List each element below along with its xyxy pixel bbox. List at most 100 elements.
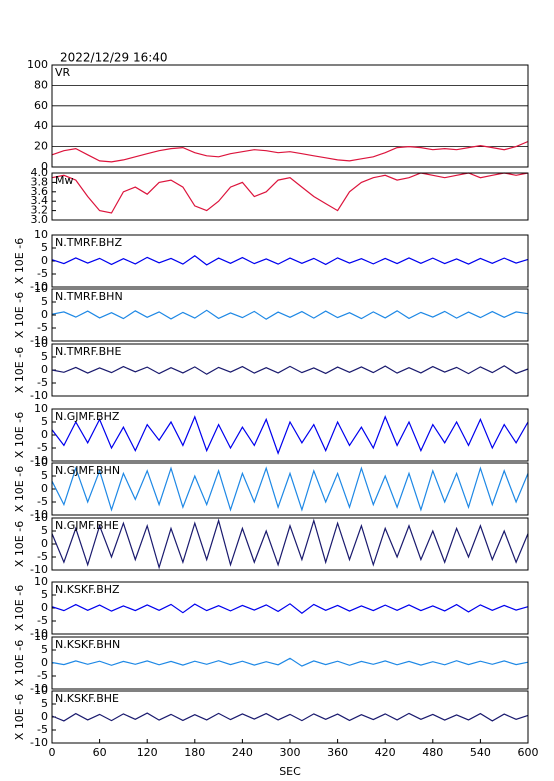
- y-tick-label: 5: [41, 524, 48, 537]
- y-tick-label: 0: [41, 710, 48, 723]
- trace: [51, 172, 529, 214]
- y-tick-label: -10: [30, 389, 48, 402]
- panel-frame: [51, 408, 529, 462]
- y-tick-label: 10: [34, 684, 48, 697]
- y-tick-label: 0: [41, 656, 48, 669]
- y-tick-label: 10: [34, 337, 48, 350]
- y-tick-label: 0: [41, 254, 48, 267]
- y-tick-label: -5: [37, 495, 48, 508]
- y-tick-label: 0: [41, 160, 48, 173]
- y-tick-label: -10: [30, 334, 48, 347]
- y-tick-label: 20: [34, 140, 48, 153]
- y-tick-label: 60: [34, 99, 48, 112]
- y-tick-label: -5: [37, 441, 48, 454]
- panel-label: N.GJMF.BHN: [55, 464, 120, 477]
- y-tick-label: -5: [37, 267, 48, 280]
- trace: [51, 365, 529, 375]
- y-tick-label: 5: [41, 415, 48, 428]
- y-tick-label: -5: [37, 723, 48, 736]
- y-tick-label: -10: [30, 508, 48, 521]
- y-tick-label: -5: [37, 321, 48, 334]
- y-tick-label: -10: [30, 682, 48, 695]
- y-tick-label: 100: [27, 58, 48, 71]
- y-tick-label: -5: [37, 550, 48, 563]
- y-axis-label: X 10E -6: [13, 412, 26, 458]
- y-tick-label: 0: [41, 537, 48, 550]
- y-axis-label: X 10E -6: [13, 694, 26, 740]
- y-tick-label: -10: [30, 280, 48, 293]
- trace: [51, 255, 529, 266]
- chart-title: 2022/12/29 16:40: [60, 51, 168, 65]
- y-axis-label: X 10E -6: [13, 238, 26, 284]
- x-tick-label: 300: [280, 746, 301, 759]
- panel-frame: [51, 462, 529, 516]
- panel-label: N.TMRF.BHZ: [55, 236, 122, 249]
- y-axis-label: X 10E -6: [13, 292, 26, 338]
- trace: [51, 466, 529, 512]
- y-tick-label: 0: [41, 482, 48, 495]
- y-tick-label: -10: [30, 454, 48, 467]
- y-tick-label: 5: [41, 241, 48, 254]
- x-tick-label: 120: [137, 746, 158, 759]
- x-tick-label: 180: [184, 746, 205, 759]
- y-tick-label: -10: [30, 563, 48, 576]
- panel-label: Mw: [55, 174, 74, 187]
- x-tick-label: 420: [375, 746, 396, 759]
- y-tick-label: -5: [37, 614, 48, 627]
- panel-label: N.TMRF.BHN: [55, 290, 123, 303]
- x-tick-label: 540: [470, 746, 491, 759]
- y-tick-label: 0: [41, 363, 48, 376]
- x-tick-label: 0: [49, 746, 56, 759]
- y-tick-label: 5: [41, 350, 48, 363]
- y-tick-label: 5: [41, 697, 48, 710]
- panel-frame: [51, 636, 529, 690]
- y-tick-label: -5: [37, 669, 48, 682]
- y-tick-label: 5: [41, 588, 48, 601]
- y-tick-label: 10: [34, 511, 48, 524]
- panel-label: N.KSKF.BHZ: [55, 583, 120, 596]
- x-axis-label: SEC: [279, 765, 301, 778]
- y-tick-label: 3.8: [31, 175, 49, 188]
- y-axis-label: X 10E -6: [13, 347, 26, 393]
- x-tick-label: 480: [422, 746, 443, 759]
- y-tick-label: 10: [34, 228, 48, 241]
- y-axis-label: X 10E -6: [13, 585, 26, 631]
- x-tick-label: 600: [518, 746, 539, 759]
- panel-frame: [51, 517, 529, 571]
- panel-label: N.GJMF.BHE: [55, 519, 119, 532]
- panel-label: N.KSKF.BHN: [55, 638, 120, 651]
- panel-label: N.KSKF.BHE: [55, 692, 119, 705]
- y-tick-label: 0: [41, 601, 48, 614]
- y-tick-label: 0: [41, 308, 48, 321]
- y-axis-label: X 10E -6: [13, 466, 26, 512]
- panel-frame: [51, 172, 529, 221]
- y-axis-label: X 10E -6: [13, 640, 26, 686]
- panel-frame: [51, 343, 529, 397]
- y-tick-label: 10: [34, 575, 48, 588]
- y-axis-label: X 10E -6: [13, 521, 26, 567]
- trace: [51, 603, 529, 614]
- y-tick-label: 10: [34, 630, 48, 643]
- y-tick-label: 3.4: [31, 194, 49, 207]
- x-tick-label: 360: [327, 746, 348, 759]
- x-tick-label: 240: [232, 746, 253, 759]
- y-tick-label: -5: [37, 376, 48, 389]
- y-tick-label: 0: [41, 428, 48, 441]
- trace: [51, 415, 529, 455]
- panel-frame: [51, 288, 529, 342]
- panel-frame: [51, 690, 529, 744]
- trace: [51, 518, 529, 570]
- y-tick-label: 10: [34, 402, 48, 415]
- y-tick-label: 5: [41, 643, 48, 656]
- panel-label: VR: [55, 66, 71, 79]
- y-tick-label: -10: [30, 627, 48, 640]
- y-tick-label: 5: [41, 295, 48, 308]
- y-tick-label: 40: [34, 119, 48, 132]
- y-tick-label: 3.0: [31, 213, 49, 226]
- y-tick-label: 10: [34, 456, 48, 469]
- y-tick-label: 4.0: [31, 166, 49, 179]
- y-tick-label: 3.6: [31, 185, 49, 198]
- panel-label: N.TMRF.BHE: [55, 345, 121, 358]
- panel-frame: [51, 581, 529, 635]
